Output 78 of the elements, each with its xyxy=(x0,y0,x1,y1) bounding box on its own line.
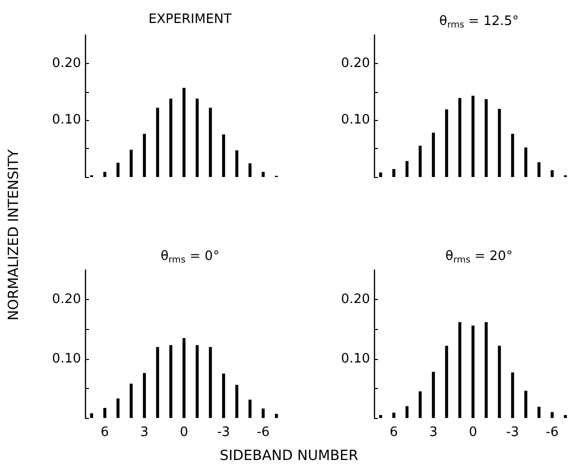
bar xyxy=(458,322,462,418)
y-tick-label: 0.20 xyxy=(341,292,370,308)
bar xyxy=(458,98,462,177)
bar xyxy=(484,322,488,418)
bar xyxy=(472,96,474,177)
x-tick-label: 3 xyxy=(429,425,438,440)
bar xyxy=(182,338,186,418)
bar xyxy=(262,408,265,418)
x-tick-label: 0 xyxy=(468,425,478,440)
bar xyxy=(130,384,133,418)
y-tick-label: 0.20 xyxy=(341,56,370,71)
bar xyxy=(196,98,199,177)
bar xyxy=(222,374,226,418)
bar xyxy=(248,400,252,418)
y-axis-title: NORMALIZED INTENSITY xyxy=(6,149,22,321)
bar xyxy=(116,162,120,177)
bar xyxy=(169,98,172,177)
bar xyxy=(432,132,435,177)
x-tick-label: 3 xyxy=(140,425,149,440)
bar xyxy=(222,134,226,177)
bar xyxy=(511,372,514,418)
x-axis-title: SIDEBAND NUMBER xyxy=(218,448,360,464)
bar xyxy=(235,384,238,418)
bar xyxy=(511,134,514,177)
bar xyxy=(103,408,106,418)
bar xyxy=(538,406,540,418)
x-tick-label: -6 xyxy=(546,425,559,440)
y-tick-label: 0.20 xyxy=(52,292,81,308)
bar xyxy=(418,391,422,418)
bar xyxy=(484,99,488,177)
bar xyxy=(169,345,172,418)
y-tick-label: 0.10 xyxy=(341,351,370,366)
bar xyxy=(406,161,408,177)
bar xyxy=(142,134,146,177)
x-tick-label: -3 xyxy=(506,425,520,440)
bar xyxy=(564,415,567,418)
bar xyxy=(445,346,448,418)
x-tick-label: -3 xyxy=(217,425,230,440)
bar xyxy=(418,146,422,177)
x-tick-label: -6 xyxy=(256,425,270,440)
bar xyxy=(379,172,382,177)
bar xyxy=(90,413,94,418)
bar xyxy=(156,108,160,177)
bar xyxy=(196,345,199,418)
bar xyxy=(130,150,133,177)
bar xyxy=(156,346,160,418)
bar xyxy=(550,412,554,418)
bar xyxy=(235,150,238,177)
bar xyxy=(392,169,396,177)
y-tick-label: 0.10 xyxy=(52,351,81,366)
y-tick-label: 0.20 xyxy=(52,56,81,71)
bar xyxy=(498,346,501,418)
bar xyxy=(103,172,106,177)
bar xyxy=(432,372,435,418)
x-tick-label: 6 xyxy=(100,425,109,440)
bar xyxy=(208,346,212,418)
bar xyxy=(406,406,408,418)
bar xyxy=(445,109,448,177)
chart-title: EXPERIMENT xyxy=(148,12,232,27)
bar xyxy=(524,390,528,418)
bar xyxy=(550,170,554,177)
bar xyxy=(472,326,474,418)
bar xyxy=(538,162,540,177)
bar xyxy=(262,172,265,177)
bar xyxy=(498,108,501,177)
bar xyxy=(379,415,382,418)
bar xyxy=(142,373,146,418)
x-tick-label: 6 xyxy=(390,425,398,440)
x-tick-label: 0 xyxy=(180,425,188,440)
y-tick-label: 0.10 xyxy=(341,112,370,128)
bar xyxy=(524,147,528,177)
bar xyxy=(248,163,252,177)
bar xyxy=(274,414,278,418)
bar xyxy=(116,398,120,418)
bar xyxy=(182,88,186,177)
bar xyxy=(392,412,396,418)
bar xyxy=(208,108,212,177)
y-tick-label: 0.10 xyxy=(52,112,81,128)
